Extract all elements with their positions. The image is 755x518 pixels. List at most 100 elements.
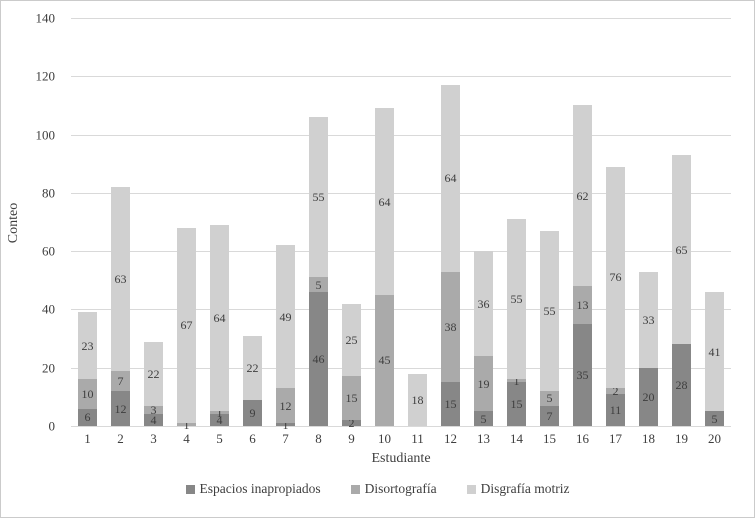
legend-label: Disgrafía motriz	[480, 481, 570, 496]
x-tick-label: 15	[543, 431, 556, 446]
bar-segment: 33	[639, 271, 658, 368]
y-tick-label: 20	[42, 360, 55, 376]
gridline	[71, 309, 731, 311]
bar-segment: 10	[78, 379, 97, 409]
legend-item: Disgrafía motriz	[466, 481, 570, 497]
bar-estudiante-8: 46 5 55	[309, 18, 328, 426]
bar-estudiante-6: 9 22	[243, 18, 262, 426]
bar-segment: 4	[210, 414, 229, 426]
bar-segment: 36	[474, 251, 493, 357]
bar-segment-value: 5	[315, 277, 322, 292]
bar-estudiante-7: 1 12 49	[276, 18, 295, 431]
bar-segment: 7	[540, 405, 559, 426]
bar-segment-value: 25	[345, 333, 358, 348]
bar-segment-value: 67	[180, 318, 193, 333]
bar-estudiante-10: 45 64	[375, 18, 394, 426]
bar-segment-value: 35	[576, 368, 589, 382]
bar-segment-value: 15	[345, 391, 358, 406]
bar-segment: 12	[276, 388, 295, 424]
bar-segment-value: 4	[216, 413, 223, 428]
x-tick-label: 20	[708, 431, 721, 446]
bar-estudiante-5: 4 1 64	[210, 18, 229, 426]
bar-segment: 38	[441, 271, 460, 383]
x-tick-label: 16	[576, 431, 589, 446]
bar-segment-value: 38	[444, 319, 457, 334]
bar-segment: 1	[276, 419, 295, 431]
x-tick-label: 18	[642, 431, 655, 446]
bar-estudiante-3: 4 3 22	[144, 18, 163, 426]
gridline	[71, 192, 731, 194]
bar-segment-value: 11	[609, 402, 622, 417]
bar-segment-value: 76	[609, 270, 622, 285]
gridline	[71, 367, 731, 369]
x-tick-label: 7	[282, 431, 289, 446]
legend-label: Espacios inapropiados	[199, 481, 321, 496]
x-tick-label: 13	[477, 431, 490, 446]
bar-segment: 62	[573, 105, 592, 287]
legend-label: Disortografía	[364, 481, 437, 496]
bar-segment: 1	[177, 419, 196, 431]
y-tick-label: 40	[42, 301, 55, 317]
x-tick-label: 4	[183, 431, 190, 446]
bar-segment-value: 36	[477, 296, 490, 311]
bar-segment-value: 15	[510, 397, 523, 412]
y-tick-label: 140	[35, 10, 56, 26]
bar-segment-value: 5	[711, 411, 718, 426]
bar-estudiante-13: 5 19 36	[474, 18, 493, 426]
bar-segment-value: 12	[279, 398, 292, 413]
bar-segment: 5	[540, 391, 559, 406]
bar-segment-value: 20	[642, 389, 655, 404]
bar-segment: 20	[639, 367, 658, 426]
bar-segment: 6	[78, 408, 97, 426]
bar-segment: 22	[144, 341, 163, 406]
bar-segment-value: 12	[114, 401, 127, 416]
plot-area: 6 10 23 12 7 63 4 3 22 1 67 4 1 64 9 22 1 12 49 46 5 55 2 15 25 4…	[71, 18, 731, 431]
legend-swatch-icon	[185, 484, 195, 494]
y-tick-label: 100	[35, 127, 56, 143]
bar-segment: 45	[375, 294, 394, 426]
bar-segment: 3	[144, 404, 163, 416]
bar-segment: 5	[309, 277, 328, 292]
bar-segment: 23	[78, 312, 97, 380]
bar-estudiante-17: 11 2 76	[606, 18, 625, 426]
bar-segment-value: 5	[480, 411, 487, 426]
y-tick-label: 60	[42, 243, 55, 259]
bar-segment: 15	[342, 376, 361, 421]
bar-segment-value: 7	[117, 373, 124, 388]
bar-estudiante-1: 6 10 23	[78, 18, 97, 426]
x-tick-label: 5	[216, 431, 223, 446]
x-tick-label: 19	[675, 431, 688, 446]
bar-segment: 4	[144, 414, 163, 426]
bar-segment: 65	[672, 154, 691, 345]
x-tick-label: 9	[348, 431, 355, 446]
bar-segment: 22	[243, 335, 262, 400]
bar-segment-value: 18	[411, 392, 424, 407]
y-tick-label: 0	[48, 418, 56, 434]
bar-segment: 9	[243, 399, 262, 426]
bar-segment: 41	[705, 291, 724, 412]
bar-segment-value: 46	[312, 351, 325, 366]
bar-segment-value: 10	[81, 386, 94, 401]
bar-segment: 55	[309, 117, 328, 278]
bar-estudiante-16: 35 13 62	[573, 18, 592, 426]
y-tick-label: 80	[42, 185, 55, 201]
bar-segment: 55	[507, 219, 526, 380]
bar-segment: 64	[441, 85, 460, 272]
bar-segment-value: 49	[279, 309, 292, 324]
bar-segment: 28	[672, 344, 691, 426]
bar-segment-value: 9	[249, 405, 256, 420]
bar-segment-value: 22	[246, 360, 259, 375]
bar-segment: 67	[177, 227, 196, 424]
bar-segment: 15	[507, 382, 526, 426]
bar-segment: 49	[276, 245, 295, 389]
x-tick-label: 2	[117, 431, 124, 446]
bar-estudiante-15: 7 5 55	[540, 18, 559, 426]
gridline	[71, 426, 731, 427]
bar-segment: 5	[705, 411, 724, 426]
gridline	[71, 251, 731, 253]
bar-segment-value: 45	[378, 353, 391, 368]
legend-item: Espacios inapropiados	[185, 481, 321, 497]
bar-segment: 1	[210, 407, 229, 419]
bar-segment: 11	[606, 393, 625, 426]
bar-segment-value: 7	[546, 408, 553, 423]
